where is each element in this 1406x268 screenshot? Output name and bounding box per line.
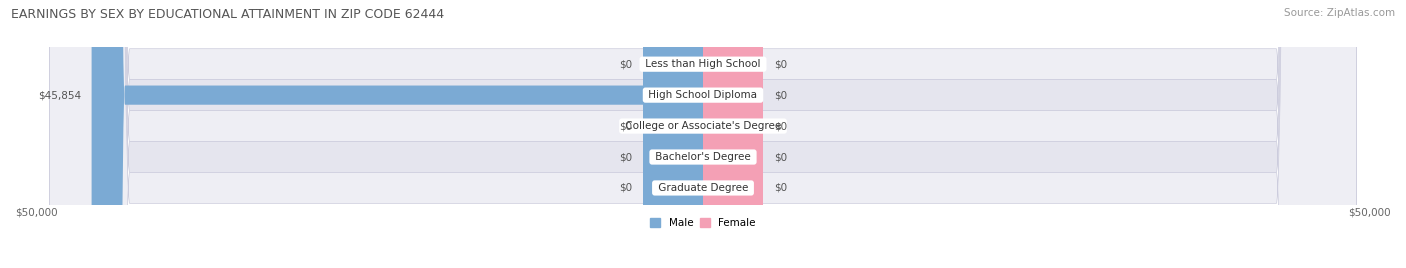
Text: College or Associate's Degree: College or Associate's Degree <box>621 121 785 131</box>
FancyBboxPatch shape <box>703 0 763 268</box>
FancyBboxPatch shape <box>91 0 703 268</box>
Text: $0: $0 <box>773 183 787 193</box>
Legend: Male, Female: Male, Female <box>650 218 756 228</box>
Text: Bachelor's Degree: Bachelor's Degree <box>652 152 754 162</box>
Text: $0: $0 <box>619 183 633 193</box>
FancyBboxPatch shape <box>643 0 703 268</box>
FancyBboxPatch shape <box>703 0 763 268</box>
Text: $0: $0 <box>773 152 787 162</box>
FancyBboxPatch shape <box>643 0 703 268</box>
Text: EARNINGS BY SEX BY EDUCATIONAL ATTAINMENT IN ZIP CODE 62444: EARNINGS BY SEX BY EDUCATIONAL ATTAINMEN… <box>11 8 444 21</box>
Text: $0: $0 <box>619 59 633 69</box>
FancyBboxPatch shape <box>49 0 1357 268</box>
Text: $0: $0 <box>773 90 787 100</box>
FancyBboxPatch shape <box>703 0 763 268</box>
Text: $0: $0 <box>773 121 787 131</box>
FancyBboxPatch shape <box>643 0 703 268</box>
FancyBboxPatch shape <box>643 0 703 268</box>
Text: Graduate Degree: Graduate Degree <box>655 183 751 193</box>
FancyBboxPatch shape <box>49 0 1357 268</box>
Text: $0: $0 <box>773 59 787 69</box>
FancyBboxPatch shape <box>703 0 763 268</box>
Text: Source: ZipAtlas.com: Source: ZipAtlas.com <box>1284 8 1395 18</box>
Text: $0: $0 <box>619 121 633 131</box>
Text: Less than High School: Less than High School <box>643 59 763 69</box>
Text: $0: $0 <box>619 152 633 162</box>
FancyBboxPatch shape <box>49 0 1357 268</box>
FancyBboxPatch shape <box>49 0 1357 268</box>
FancyBboxPatch shape <box>49 0 1357 268</box>
Text: High School Diploma: High School Diploma <box>645 90 761 100</box>
FancyBboxPatch shape <box>703 0 763 268</box>
Text: $45,854: $45,854 <box>38 90 82 100</box>
